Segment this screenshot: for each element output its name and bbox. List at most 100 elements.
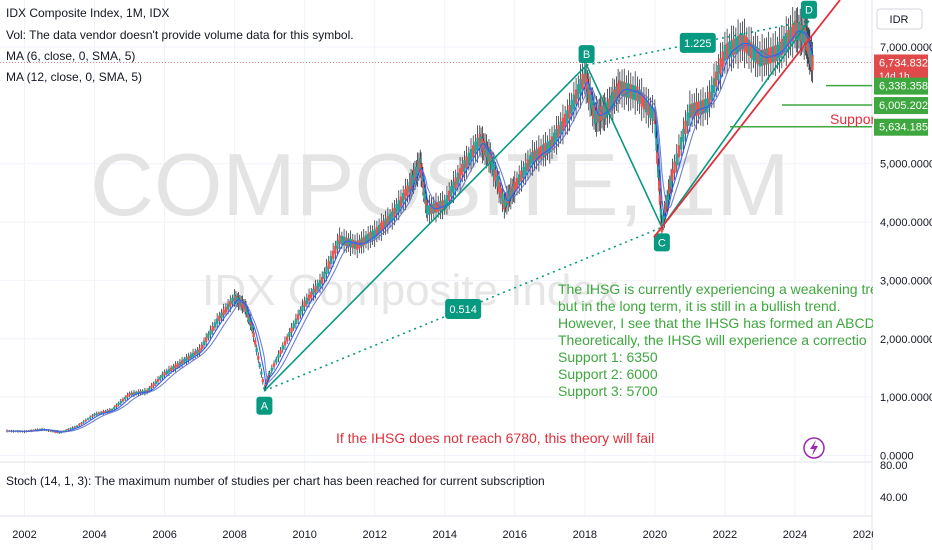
candle-body bbox=[811, 54, 814, 71]
candle-body bbox=[667, 189, 670, 201]
candle-body bbox=[436, 201, 440, 212]
candle-body bbox=[268, 372, 271, 376]
candle-body bbox=[539, 145, 543, 159]
pattern-point-d-badge bbox=[800, 0, 817, 19]
candle-body bbox=[336, 240, 339, 249]
chart-title: IDX Composite Index, 1M, IDX bbox=[6, 6, 170, 20]
candle-body bbox=[615, 86, 618, 101]
candle-body bbox=[71, 427, 74, 429]
candle-body bbox=[279, 349, 282, 354]
candle-body bbox=[633, 85, 637, 101]
candle-body bbox=[275, 358, 278, 363]
pattern-cd-line bbox=[661, 20, 810, 228]
candle-body bbox=[255, 347, 258, 353]
candle-body bbox=[717, 64, 720, 81]
ma-6-label[interactable]: MA (6, close, 0, SMA, 5) bbox=[6, 49, 136, 63]
candle-body bbox=[439, 201, 442, 212]
bolt-icon[interactable] bbox=[803, 437, 825, 459]
abcd-pattern: A B C D 0.514 1.225 bbox=[256, 0, 841, 415]
candle-body bbox=[323, 271, 326, 279]
annotation-text: The IHSG is currently experiencing a wea… bbox=[336, 281, 887, 446]
candle-body bbox=[596, 108, 600, 123]
price-tick-label: 0.0000 bbox=[880, 451, 914, 463]
pattern-bd-ratio-line bbox=[586, 19, 810, 66]
candle-body bbox=[679, 137, 683, 150]
candle-body bbox=[590, 94, 593, 109]
candle-body bbox=[202, 340, 206, 346]
ma-12-label[interactable]: MA (12, close, 0, SMA, 5) bbox=[6, 70, 143, 84]
candle-body bbox=[97, 412, 101, 415]
time-axis[interactable]: 2002 2004 2006 2008 2010 2012 2014 2016 2018 2020… bbox=[12, 517, 932, 550]
stoch-label[interactable]: Stoch (14, 1, 3): The maximum number of … bbox=[6, 474, 545, 488]
candle-body bbox=[515, 177, 519, 189]
candle-body bbox=[360, 238, 363, 247]
price-tick-label: 7,000.0000 bbox=[880, 42, 932, 54]
candle-body bbox=[419, 163, 423, 176]
candle-body bbox=[36, 429, 39, 431]
annotation-line-6: Support 2: 6000 bbox=[558, 366, 658, 382]
candle-body bbox=[218, 315, 221, 322]
axis-corner bbox=[873, 517, 932, 550]
candle-body bbox=[288, 331, 291, 337]
candle-body bbox=[465, 156, 468, 169]
candle-body bbox=[143, 390, 147, 393]
candle-body bbox=[476, 137, 479, 151]
candle-body bbox=[485, 145, 488, 158]
candle-body bbox=[110, 409, 114, 411]
candle-body bbox=[134, 391, 138, 395]
candle-body bbox=[294, 318, 298, 324]
time-tick-label: 2022 bbox=[713, 529, 737, 541]
candle-body bbox=[581, 73, 584, 89]
candle-body bbox=[408, 181, 411, 193]
candle-body bbox=[148, 387, 151, 391]
candle-body bbox=[664, 202, 668, 213]
candle-body bbox=[701, 99, 705, 114]
candle-body bbox=[353, 240, 357, 249]
candle-body bbox=[167, 369, 171, 373]
candle-body bbox=[704, 99, 707, 114]
candle-body bbox=[325, 266, 328, 274]
candle-body bbox=[252, 332, 255, 338]
candle-body bbox=[723, 44, 727, 61]
candle-body bbox=[56, 431, 59, 433]
candle-body bbox=[229, 300, 232, 307]
price-axis[interactable]: IDR 7,000.0000 5,000.0000 4,000.0000 3,000.0… bbox=[873, 0, 932, 550]
candle-body bbox=[369, 232, 372, 242]
candle-body bbox=[690, 103, 694, 118]
candle-body bbox=[242, 302, 246, 309]
candle-body bbox=[561, 117, 565, 131]
candle-body bbox=[272, 363, 276, 367]
candle-body bbox=[665, 196, 669, 207]
candle-body bbox=[331, 250, 335, 259]
candle-body bbox=[174, 364, 177, 369]
candle-body bbox=[204, 337, 208, 342]
time-tick-label: 2012 bbox=[362, 529, 386, 541]
candle-body bbox=[32, 429, 35, 431]
candle-body bbox=[130, 392, 133, 396]
candle-body bbox=[613, 89, 616, 104]
candle-body bbox=[364, 235, 368, 244]
time-tick-label: 2004 bbox=[82, 529, 106, 541]
candle-body bbox=[606, 101, 609, 116]
candle-body bbox=[760, 49, 764, 66]
uptrend-line bbox=[653, 0, 841, 238]
candle-body bbox=[520, 170, 523, 182]
candle-body bbox=[447, 190, 451, 202]
candle-body bbox=[314, 285, 317, 293]
candle-body bbox=[469, 148, 473, 161]
candle-body bbox=[281, 345, 284, 350]
candle-body bbox=[73, 426, 77, 428]
candle-body bbox=[220, 312, 223, 319]
candle-body bbox=[84, 419, 87, 422]
candle-body bbox=[399, 196, 403, 207]
candle-body bbox=[40, 428, 44, 430]
candle-body bbox=[356, 241, 359, 250]
candle-body bbox=[463, 160, 466, 172]
pattern-point-c-badge bbox=[653, 233, 670, 252]
candle-body bbox=[481, 138, 484, 151]
bolt-icon-glyph bbox=[810, 440, 818, 456]
watermark-name: IDX Composite Index bbox=[202, 266, 618, 315]
candle-body bbox=[240, 300, 243, 307]
candle-body bbox=[754, 46, 757, 63]
